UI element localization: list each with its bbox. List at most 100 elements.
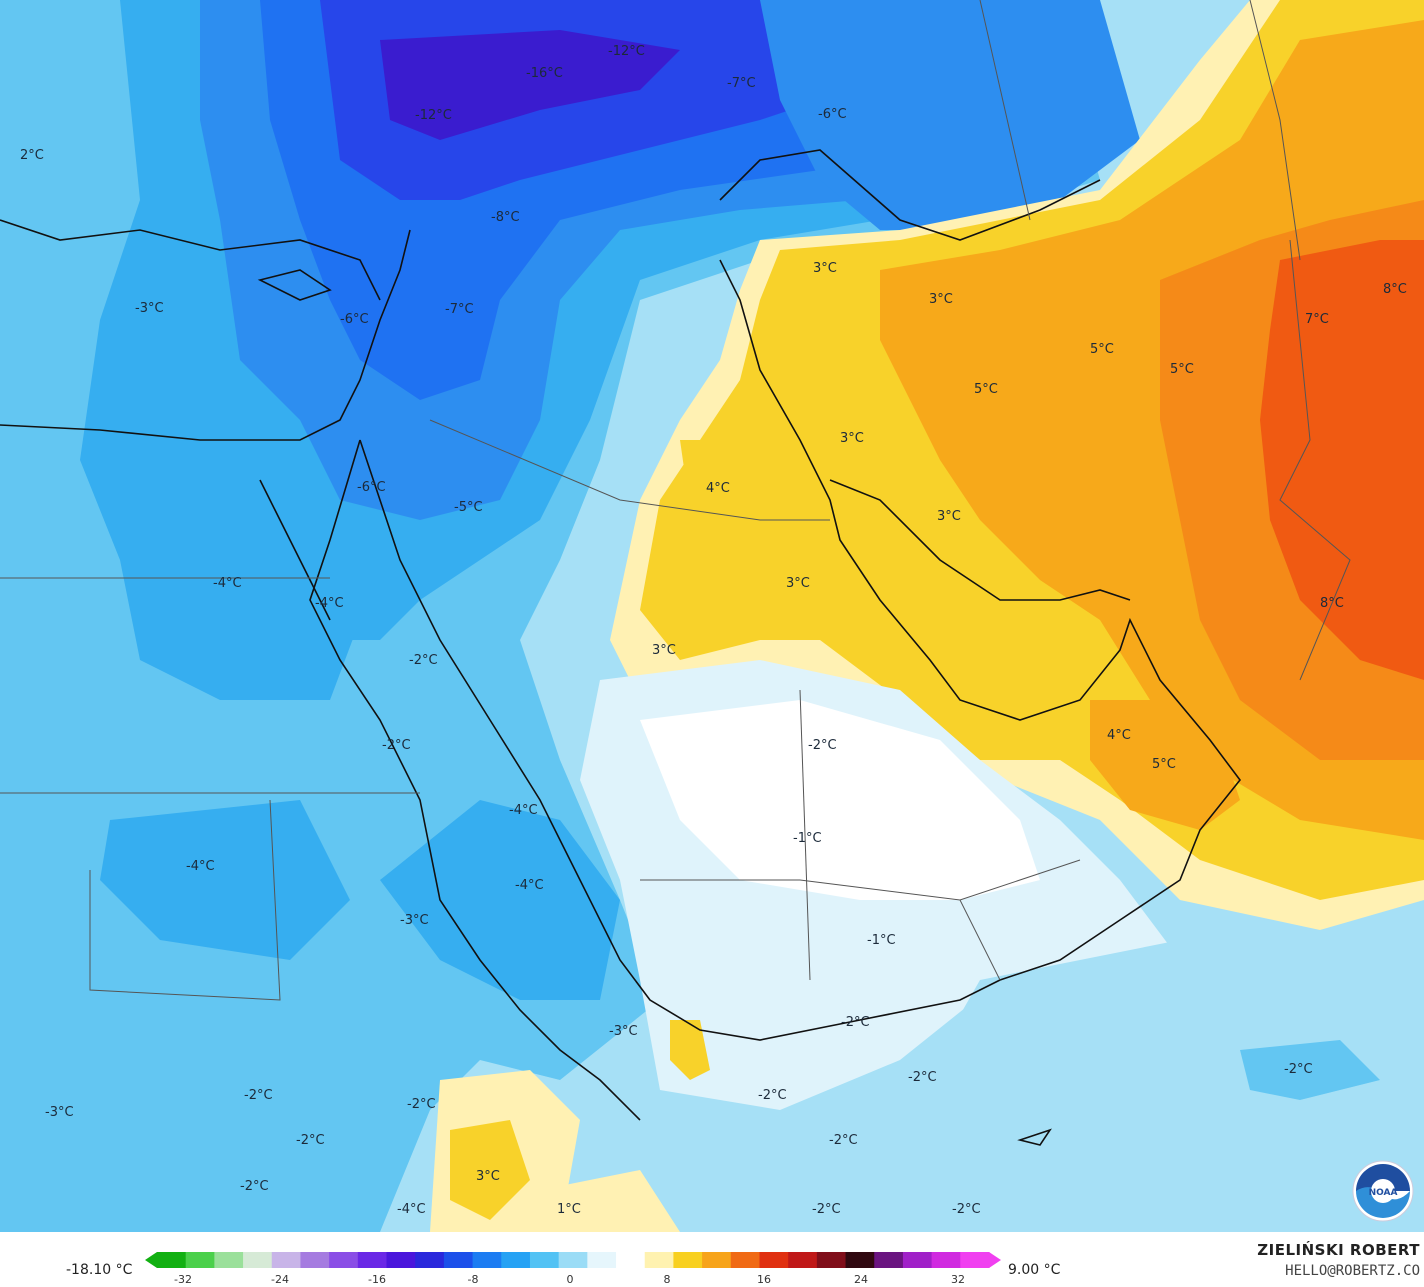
- temp-label: 7°C: [1305, 312, 1329, 327]
- colorbar-cell: [300, 1252, 330, 1268]
- colorbar-cell: [587, 1252, 617, 1268]
- temp-label: -2°C: [908, 1070, 937, 1085]
- temp-label: -6°C: [340, 312, 369, 327]
- temp-label: -2°C: [808, 738, 837, 753]
- temp-label: 3°C: [840, 431, 864, 446]
- temp-label: 1°C: [557, 1202, 581, 1217]
- colorbar-cell: [271, 1252, 301, 1268]
- colorbar-cell: [529, 1252, 560, 1268]
- colorbar-low-arrow: [145, 1252, 157, 1268]
- colorbar-tick-label: -32: [174, 1273, 192, 1286]
- temperature-map: -12°C -16°C -7°C -6°C -12°C 2°C -8°C -3°…: [0, 0, 1424, 1232]
- horn-warm: [540, 1170, 680, 1232]
- colorbar-cell: [730, 1252, 760, 1268]
- temp-label: 5°C: [1170, 362, 1194, 377]
- colorbar-cell: [329, 1252, 359, 1268]
- colorbar-tick-label: -24: [271, 1273, 289, 1286]
- cold-zone-m4-redsea: [380, 800, 620, 1000]
- coastlines: [0, 149, 1242, 1146]
- colorbar-cell: [415, 1252, 445, 1268]
- temp-label: -3°C: [609, 1024, 638, 1039]
- temp-label: -3°C: [135, 301, 164, 316]
- yemen-warm: [670, 1020, 710, 1080]
- temp-label: -4°C: [515, 878, 544, 893]
- cold-zone-m4-sudan: [100, 800, 350, 960]
- author-name: ZIELIŃSKI ROBERT: [1257, 1241, 1420, 1259]
- legend-max-value: 9.00 °C: [1008, 1262, 1061, 1278]
- colorbar-cell: [788, 1252, 818, 1268]
- temperature-labels: -12°C -16°C -7°C -6°C -12°C 2°C -8°C -3°…: [20, 44, 1407, 1217]
- colorbar-cell: [472, 1252, 502, 1268]
- temp-label: -7°C: [727, 76, 756, 91]
- temp-label: -4°C: [315, 596, 344, 611]
- temp-label: -12°C: [608, 44, 645, 59]
- colorbar-cell: [673, 1252, 703, 1268]
- temp-label: -2°C: [382, 738, 411, 753]
- cold-zone-m16: [380, 30, 680, 140]
- map-canvas: -12°C -16°C -7°C -6°C -12°C 2°C -8°C -3°…: [0, 0, 1424, 1232]
- colorbar-cell: [386, 1252, 416, 1268]
- temp-label: -6°C: [818, 107, 847, 122]
- colorbar-tick-label: 24: [854, 1273, 868, 1286]
- author-email[interactable]: HELLO@ROBERTZ.CO: [1285, 1263, 1420, 1279]
- color-scale-bar: [145, 1252, 1001, 1268]
- colorbar-cell: [644, 1252, 674, 1268]
- temp-label: -4°C: [509, 803, 538, 818]
- temp-label: -4°C: [397, 1202, 426, 1217]
- colorbar-cell: [816, 1252, 847, 1268]
- temp-label: 3°C: [937, 509, 961, 524]
- temp-label: -1°C: [793, 831, 822, 846]
- temp-label: -16°C: [526, 66, 563, 81]
- temp-label: -7°C: [445, 302, 474, 317]
- temp-label: 8°C: [1383, 282, 1407, 297]
- temp-label: -2°C: [244, 1088, 273, 1103]
- warm-zone-iraq: [680, 440, 780, 520]
- colorbar-cell: [702, 1252, 732, 1268]
- temp-label: 3°C: [786, 576, 810, 591]
- temp-label: 8°C: [1320, 596, 1344, 611]
- temp-label: 5°C: [974, 382, 998, 397]
- temp-label: 3°C: [652, 643, 676, 658]
- borders: [0, 0, 1351, 1001]
- temp-label: -12°C: [415, 108, 452, 123]
- temp-label: -2°C: [952, 1202, 981, 1217]
- cold-zone-m4-sinai: [120, 560, 360, 700]
- temp-label: -2°C: [296, 1133, 325, 1148]
- temp-label: 5°C: [1152, 757, 1176, 772]
- temp-label: 2°C: [20, 148, 44, 163]
- arabian-sea-cold: [1240, 1040, 1380, 1100]
- temp-label: -3°C: [400, 913, 429, 928]
- colorbar-cell: [845, 1252, 875, 1268]
- warm-zone-oman: [1090, 700, 1240, 830]
- temp-label: 3°C: [476, 1169, 500, 1184]
- temp-label: -4°C: [186, 859, 215, 874]
- noaa-logo-text: NOAA: [1369, 1188, 1398, 1198]
- temp-label: -6°C: [357, 480, 386, 495]
- colorbar-tick-label: 8: [663, 1273, 671, 1286]
- noaa-logo: NOAA: [1352, 1160, 1414, 1222]
- temp-label: -2°C: [409, 653, 438, 668]
- temp-label: -2°C: [1284, 1062, 1313, 1077]
- colorbar-cell: [902, 1252, 933, 1268]
- colorbar-tick-label: 32: [951, 1273, 965, 1286]
- colorbar-cell: [185, 1252, 215, 1268]
- colorbar-cell: [501, 1252, 531, 1268]
- colorbar-high-arrow: [989, 1252, 1001, 1268]
- temp-label: -2°C: [812, 1202, 841, 1217]
- temp-label: -8°C: [491, 210, 520, 225]
- temp-label: -2°C: [240, 1179, 269, 1194]
- temp-label: -4°C: [213, 576, 242, 591]
- colorbar-cell: [616, 1252, 646, 1268]
- neutral-zone-2: [640, 700, 1040, 900]
- temp-label: -2°C: [841, 1015, 870, 1030]
- colorbar-cell: [931, 1252, 961, 1268]
- temp-label: 5°C: [1090, 342, 1114, 357]
- colorbar-cell: [960, 1252, 990, 1268]
- ethiopia-warm-3: [450, 1120, 530, 1220]
- colorbar-cell: [443, 1252, 474, 1268]
- colorbar-cell: [759, 1252, 789, 1268]
- temp-label: -2°C: [829, 1133, 858, 1148]
- temp-label: 3°C: [813, 261, 837, 276]
- temp-label: 3°C: [929, 292, 953, 307]
- temp-label: -3°C: [45, 1105, 74, 1120]
